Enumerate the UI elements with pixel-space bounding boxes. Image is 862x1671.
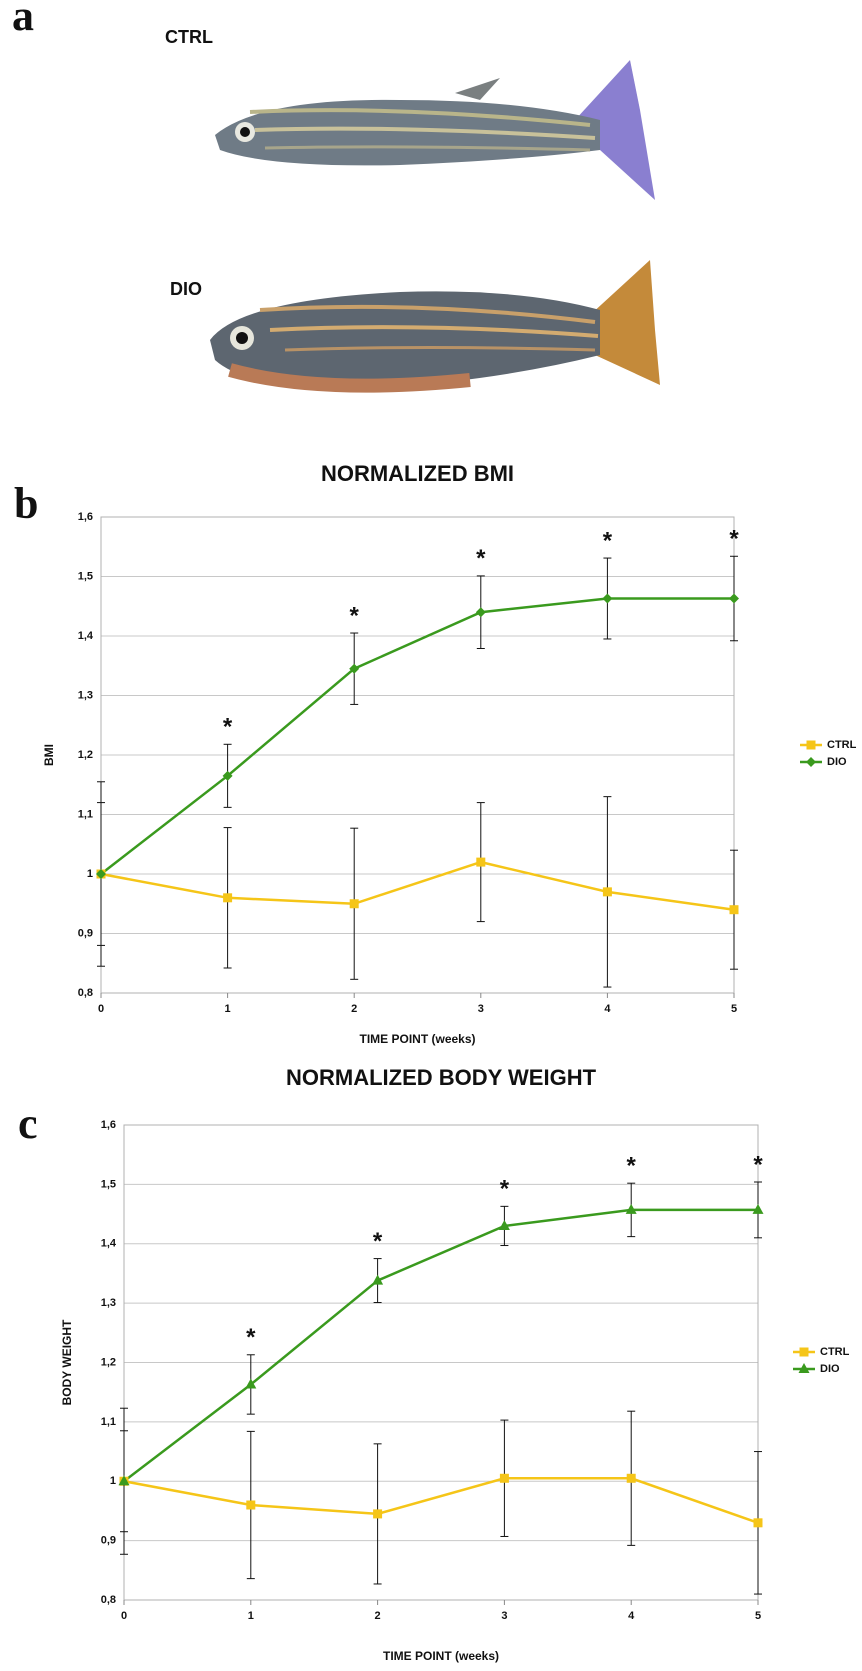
marker bbox=[626, 1473, 636, 1483]
chart-title: NORMALIZED BMI bbox=[321, 461, 514, 486]
x-tick-label: 1 bbox=[248, 1610, 254, 1622]
panel-label: b bbox=[14, 479, 38, 528]
y-tick-label: 0,8 bbox=[78, 987, 93, 999]
x-tick-label: 3 bbox=[501, 1610, 507, 1622]
significance-mark: * bbox=[603, 527, 613, 554]
marker bbox=[798, 1363, 810, 1373]
significance-mark: * bbox=[223, 714, 233, 741]
fish-photo-dio bbox=[210, 260, 660, 393]
y-tick-label: 1,6 bbox=[78, 511, 93, 523]
marker bbox=[602, 887, 612, 897]
marker bbox=[475, 607, 486, 618]
marker bbox=[223, 893, 233, 903]
x-tick-label: 2 bbox=[375, 1610, 381, 1622]
significance-mark: * bbox=[627, 1153, 637, 1180]
marker bbox=[349, 663, 360, 674]
series-line bbox=[123, 1477, 759, 1524]
marker bbox=[729, 593, 739, 604]
significance-mark: * bbox=[350, 602, 360, 629]
marker bbox=[222, 770, 233, 781]
marker bbox=[753, 1518, 763, 1528]
significance-mark: * bbox=[246, 1324, 256, 1351]
x-axis-label: TIME POINT (weeks) bbox=[359, 1032, 475, 1046]
x-tick-label: 0 bbox=[98, 1003, 104, 1015]
marker bbox=[752, 1203, 764, 1214]
chart-title: NORMALIZED BODY WEIGHT bbox=[286, 1065, 597, 1090]
y-tick-label: 1,1 bbox=[101, 1416, 116, 1428]
significance-mark: * bbox=[753, 1151, 763, 1178]
x-tick-label: 1 bbox=[225, 1003, 231, 1015]
y-tick-label: 0,9 bbox=[101, 1535, 116, 1547]
panel-label: c bbox=[18, 1099, 38, 1148]
significance-mark: * bbox=[729, 526, 739, 553]
y-tick-label: 1,4 bbox=[101, 1238, 117, 1250]
x-tick-label: 4 bbox=[604, 1003, 611, 1015]
fish-label: DIO bbox=[170, 279, 202, 299]
y-tick-label: 1,2 bbox=[78, 749, 93, 761]
fish-label: CTRL bbox=[165, 27, 213, 47]
y-tick-label: 0,8 bbox=[101, 1594, 116, 1606]
y-tick-label: 1,2 bbox=[101, 1356, 116, 1368]
x-tick-label: 3 bbox=[478, 1003, 484, 1015]
y-tick-label: 1,1 bbox=[78, 808, 93, 820]
significance-mark: * bbox=[476, 545, 486, 572]
significance-mark: * bbox=[373, 1228, 383, 1255]
marker bbox=[806, 740, 816, 750]
marker bbox=[372, 1274, 384, 1285]
y-tick-label: 1,3 bbox=[78, 689, 93, 701]
marker bbox=[476, 857, 486, 867]
y-tick-label: 1 bbox=[87, 868, 93, 880]
y-tick-label: 1,5 bbox=[101, 1178, 116, 1190]
plot-border bbox=[100, 516, 735, 994]
panel-label: a bbox=[12, 0, 34, 40]
plot-border bbox=[123, 1124, 759, 1601]
marker bbox=[96, 869, 106, 879]
x-tick-label: 5 bbox=[755, 1610, 761, 1622]
marker bbox=[349, 899, 359, 909]
y-tick-label: 0,9 bbox=[78, 927, 93, 939]
significance-mark: * bbox=[500, 1176, 510, 1203]
legend-label: DIO bbox=[827, 756, 847, 768]
series-line bbox=[100, 597, 734, 875]
y-tick-label: 1 bbox=[110, 1475, 116, 1487]
marker bbox=[245, 1378, 257, 1389]
marker bbox=[118, 1475, 130, 1486]
y-tick-label: 1,4 bbox=[78, 630, 94, 642]
marker bbox=[806, 757, 816, 767]
x-tick-label: 0 bbox=[121, 1610, 127, 1622]
y-tick-label: 1,5 bbox=[78, 570, 93, 582]
y-axis-label: BMI bbox=[42, 744, 56, 766]
x-tick-label: 4 bbox=[628, 1610, 635, 1622]
marker bbox=[602, 593, 613, 604]
marker bbox=[499, 1473, 509, 1483]
fish-photo-ctrl bbox=[215, 60, 655, 200]
x-tick-label: 5 bbox=[731, 1003, 737, 1015]
y-tick-label: 1,3 bbox=[101, 1297, 116, 1309]
y-tick-label: 1,6 bbox=[101, 1119, 116, 1131]
marker bbox=[625, 1203, 637, 1214]
series-line bbox=[100, 860, 735, 911]
series-line bbox=[123, 1208, 758, 1483]
marker bbox=[373, 1509, 383, 1519]
marker bbox=[729, 905, 739, 915]
marker bbox=[498, 1219, 510, 1230]
x-axis-label: TIME POINT (weeks) bbox=[383, 1649, 499, 1663]
legend-label: CTRL bbox=[820, 1346, 850, 1358]
legend-label: CTRL bbox=[827, 739, 857, 751]
marker bbox=[799, 1347, 809, 1357]
y-axis-label: BODY WEIGHT bbox=[60, 1319, 74, 1405]
marker bbox=[246, 1500, 256, 1510]
legend-label: DIO bbox=[820, 1363, 840, 1375]
x-tick-label: 2 bbox=[351, 1003, 357, 1015]
